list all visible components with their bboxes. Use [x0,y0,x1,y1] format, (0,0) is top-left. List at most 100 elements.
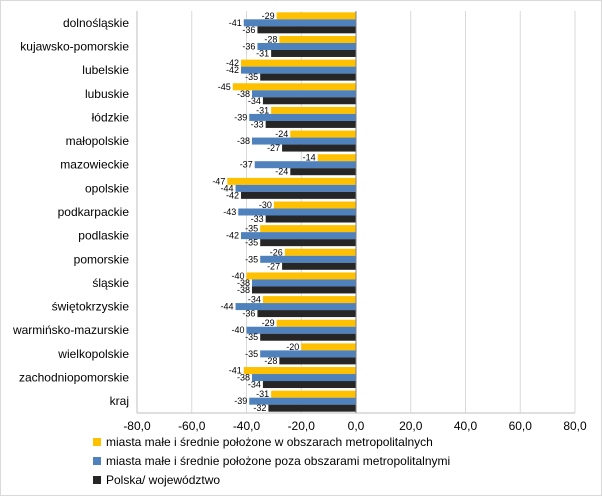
data-label: -34 [248,295,261,305]
category-label: opolskie [85,181,129,195]
bar [241,191,356,199]
data-label: -30 [259,200,272,210]
bar [276,12,356,20]
bar [257,26,356,34]
bar [238,208,356,216]
data-label: -36 [242,41,255,51]
category-label: lubelskie [82,63,129,77]
bar [257,42,356,50]
data-label: -38 [237,278,250,288]
data-label: -31 [256,105,269,115]
category-label: wielkopolskie [57,347,129,361]
bar [276,319,356,327]
bar [260,333,356,341]
data-label: -41 [229,18,242,28]
data-label: -44 [221,183,234,193]
bar [260,255,356,263]
data-label: -35 [245,72,258,82]
x-tick-label: -20,0 [288,419,316,433]
data-label: -42 [226,65,239,75]
data-label: -47 [212,176,225,186]
bar [284,248,356,256]
bar [235,303,356,311]
data-label: -42 [226,58,239,68]
data-label: -38 [237,89,250,99]
bar [246,326,356,334]
data-label: -42 [226,190,239,200]
data-label: -44 [221,302,234,312]
data-label: -28 [264,356,277,366]
category-label: zachodniopomorskie [19,371,129,385]
data-label: -24 [275,167,288,177]
data-label: -35 [245,332,258,342]
bar [282,262,356,270]
data-label: -27 [267,143,280,153]
category-label: kraj [110,394,129,408]
bar [262,97,356,105]
category-label: małopolskie [66,134,130,148]
data-label: -14 [303,153,316,163]
x-tick-label: 80,0 [563,419,587,433]
bar [265,120,356,128]
x-tick-label: 40,0 [454,419,478,433]
category-label: śląskie [92,276,129,290]
data-label: -28 [264,34,277,44]
bar [260,73,356,81]
bar [241,66,356,74]
bar [271,106,356,114]
bar [260,350,356,358]
data-label: -34 [248,380,261,390]
legend-item-label: miasta małe i średnie położone poza obsz… [106,454,450,468]
data-label: -38 [237,136,250,146]
category-label: podkarpackie [58,205,130,219]
bar [251,90,356,98]
bar [290,168,356,176]
data-label: -36 [242,25,255,35]
bar [273,201,356,209]
data-label: -40 [231,271,244,281]
data-label: -33 [251,214,264,224]
category-label: świętokrzyskie [52,300,130,314]
data-label: -33 [251,119,264,129]
bar [257,310,356,318]
data-label: -41 [229,366,242,376]
x-tick-label: 60,0 [509,419,533,433]
data-label: -26 [270,247,283,257]
data-label: -37 [240,160,253,170]
bar [290,130,356,138]
data-label: -31 [256,48,269,58]
bar [271,390,356,398]
x-tick-label: 0,0 [348,419,365,433]
bar [251,137,356,145]
legend-swatch [93,438,101,446]
bar [282,144,356,152]
data-label: -43 [223,207,236,217]
bar [246,272,356,280]
bar [251,374,356,382]
data-label: -27 [267,261,280,271]
bar [241,232,356,240]
x-tick-label: -40,0 [233,419,261,433]
data-label: -24 [275,129,288,139]
bar [262,381,356,389]
category-label: mazowieckie [60,158,129,172]
legend-item-label: Polska/ województwo [106,473,220,487]
bar [279,35,356,43]
bar [268,404,356,412]
data-label: -42 [226,231,239,241]
bar [260,225,356,233]
bar [251,279,356,287]
category-label: kujawsko-pomorskie [20,39,129,53]
category-label: warmińsko-mazurskie [12,323,129,337]
category-label: łódzkie [92,110,130,124]
data-label: -35 [245,224,258,234]
data-label: -36 [242,309,255,319]
x-tick-label: 20,0 [399,419,423,433]
data-label: -38 [237,285,250,295]
bar [235,184,356,192]
category-label: dolnośląskie [63,16,129,30]
bar [249,397,356,405]
data-label: -31 [256,389,269,399]
